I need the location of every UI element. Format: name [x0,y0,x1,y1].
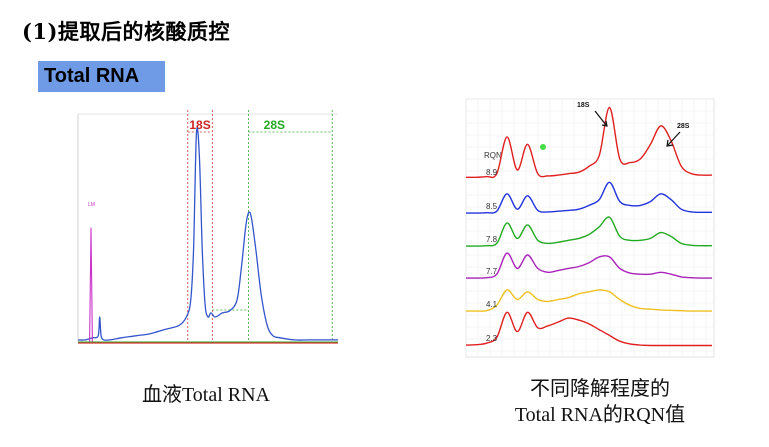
rqn-series-4.1 [465,289,712,312]
right-rqn-electropherograms: RQN 8.9 8.5 7.8 7.7 4.1 2.3 18S 28S [465,98,715,358]
label-28s: 28S [264,118,285,132]
left-series-0 [77,127,338,341]
label-lm: LM [88,202,95,208]
rqn-label: 7.8 [486,235,498,244]
right-caption-line1: 不同降解程度的 [530,378,670,400]
left-caption: 血液Total RNA [141,384,271,406]
left-series-1 [78,227,338,343]
left-electropherogram: 18S 28S LM [77,110,338,344]
rqn-label: 8.9 [486,168,498,177]
right-caption: 不同降解程度的 Total RNA的RQN值 [450,376,750,428]
rqn-series-7.8 [465,216,713,247]
rqn-label: 2.3 [486,334,498,343]
total-rna-tag: Total RNA [38,61,165,92]
rqn-legend-title: RQN [484,151,502,160]
page-heading: (1)提取后的核酸质控 [22,19,230,44]
rqn-series-7.7 [466,252,712,279]
ladder-marker-dot [540,144,546,150]
rqn-label: 8.5 [486,202,498,211]
label-28s-right: 28S [677,123,690,130]
arrowhead-18s [601,120,608,127]
arrow-18s [594,110,607,126]
rqn-series-8.9 [465,106,713,179]
right-caption-line2: Total RNA的RQN值 [514,404,686,426]
label-18s: 18S [189,118,210,132]
rqn-series-2.3 [465,311,712,347]
arrow-28s [667,131,681,146]
arrowhead-28s [666,139,674,147]
rqn-label: 7.7 [486,267,498,276]
rqn-series-8.5 [466,181,713,214]
rqn-label: 4.1 [486,300,498,309]
label-18s-right: 18S [577,102,590,109]
